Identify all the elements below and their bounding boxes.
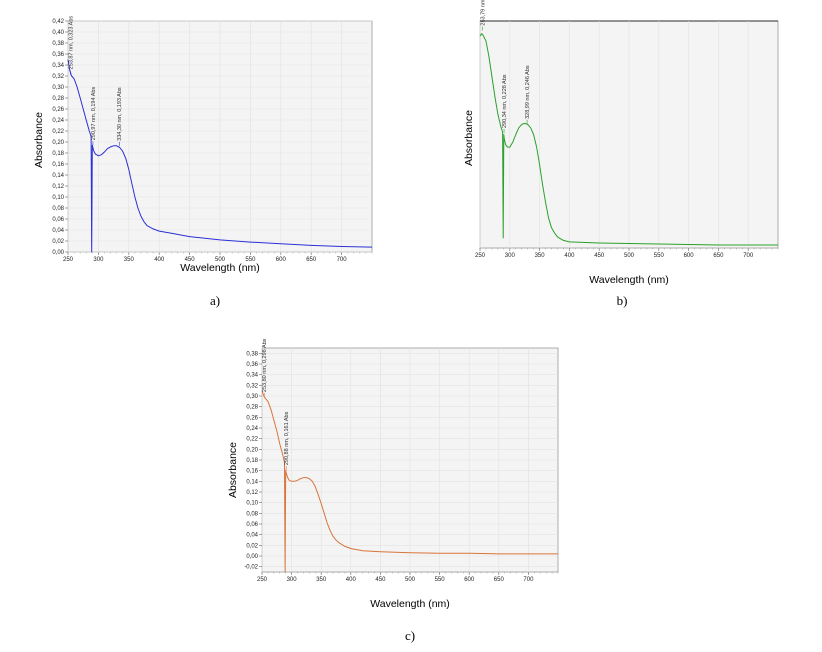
y-tick-label: 0,10 bbox=[52, 195, 64, 201]
y-axis-title: Absorbance bbox=[33, 112, 45, 168]
x-tick-label: 350 bbox=[316, 577, 327, 583]
panel-label: b) bbox=[617, 293, 628, 308]
y-tick-label: 0,28 bbox=[52, 96, 64, 102]
y-tick-label: 0,10 bbox=[246, 501, 258, 507]
y-tick-label: 0,38 bbox=[52, 41, 64, 47]
y-tick-label: 0,18 bbox=[246, 458, 258, 464]
x-tick-label: 400 bbox=[154, 257, 165, 263]
y-tick-label: 0,06 bbox=[52, 217, 64, 223]
y-axis-title: Absorbance bbox=[463, 110, 475, 166]
y-tick-label: 0,22 bbox=[246, 437, 258, 443]
chart-panel-2: 250 300 350 400 450 500 550 600 650 700 Wavelength… bbox=[463, 0, 779, 308]
y-tick-label: 0,36 bbox=[52, 52, 64, 58]
x-tick-label: 450 bbox=[594, 253, 605, 259]
x-tick-label: 400 bbox=[346, 577, 357, 583]
y-tick-label: 0,08 bbox=[52, 206, 64, 212]
y-tick-label: 0,26 bbox=[246, 415, 258, 421]
x-tick-label: 250 bbox=[257, 577, 268, 583]
x-tick-label: 250 bbox=[63, 257, 74, 263]
y-tick-label: 0,38 bbox=[246, 351, 258, 357]
y-tick-label: 0,04 bbox=[246, 533, 258, 539]
x-tick-label: 700 bbox=[337, 257, 348, 263]
peak-annotation: 290,97 nm, 0,194 Abs bbox=[91, 87, 97, 141]
x-axis-title: Wavelength (nm) bbox=[589, 274, 669, 286]
y-tick-label: 0,14 bbox=[246, 479, 258, 485]
x-tick-label: 400 bbox=[564, 253, 575, 259]
panel-label: a) bbox=[210, 293, 220, 308]
y-tick-label: 0,34 bbox=[52, 63, 64, 69]
peak-annotation: 253,79 nm, 0,431 Abs bbox=[480, 0, 486, 26]
y-tick-label: 0,32 bbox=[52, 74, 64, 80]
x-tick-label: 550 bbox=[245, 257, 256, 263]
peak-annotation: 253,80 nm, 0,298 Abs bbox=[262, 338, 268, 392]
series-line bbox=[261, 390, 558, 573]
y-tick-label: 0,32 bbox=[246, 383, 258, 389]
series-line bbox=[479, 33, 778, 246]
y-tick-label: 0,22 bbox=[52, 129, 64, 135]
x-tick-label: 500 bbox=[405, 577, 416, 583]
y-tick-label: 0,16 bbox=[246, 469, 258, 475]
y-tick-label: -0,02 bbox=[244, 565, 258, 571]
y-tick-label: 0,28 bbox=[246, 405, 258, 411]
x-tick-label: 650 bbox=[306, 257, 317, 263]
peak-annotation: 253,87 nm, 0,323 Abs bbox=[68, 16, 74, 70]
y-tick-label: 0,02 bbox=[246, 543, 258, 549]
chart-panel-1: 250 300 350 400 450 500 550 600 650 700 0,00 0,02 0,… bbox=[33, 16, 373, 308]
x-tick-label: 550 bbox=[435, 577, 446, 583]
y-tick-label: 0,08 bbox=[246, 511, 258, 517]
panel-label: c) bbox=[405, 628, 415, 643]
y-tick-label: 0,18 bbox=[52, 151, 64, 157]
x-tick-label: 300 bbox=[505, 253, 516, 259]
x-tick-label: 600 bbox=[464, 577, 475, 583]
y-tick-label: 0,42 bbox=[52, 19, 64, 25]
x-tick-label: 300 bbox=[93, 257, 104, 263]
x-tick-label: 700 bbox=[743, 253, 754, 259]
y-axis-title: Absorbance bbox=[227, 442, 239, 498]
y-tick-label: 0,12 bbox=[246, 490, 258, 496]
x-axis-title: Wavelength (nm) bbox=[180, 262, 260, 274]
y-tick-label: 0,30 bbox=[52, 85, 64, 91]
x-tick-label: 450 bbox=[185, 257, 196, 263]
x-tick-label: 650 bbox=[494, 577, 505, 583]
y-tick-label: 0,30 bbox=[246, 394, 258, 400]
x-tick-label: 350 bbox=[124, 257, 135, 263]
y-tick-label: 0,02 bbox=[52, 239, 64, 245]
x-tick-label: 450 bbox=[375, 577, 386, 583]
y-tick-label: 0,06 bbox=[246, 522, 258, 528]
y-tick-label: 0,36 bbox=[246, 362, 258, 368]
y-tick-label: 0,24 bbox=[246, 426, 258, 432]
y-tick-label: 0,14 bbox=[52, 173, 64, 179]
peak-annotation: 290,88 nm, 0,161 Abs bbox=[284, 411, 290, 465]
y-tick-label: 0,04 bbox=[52, 228, 64, 234]
peak-annotation: 334,30 nm, 0,193 Abs bbox=[117, 87, 123, 141]
peak-annotation: 328,99 nm, 0,246 Abs bbox=[525, 65, 531, 119]
x-tick-label: 500 bbox=[215, 257, 226, 263]
x-tick-label: 300 bbox=[287, 577, 298, 583]
y-tick-label: 0,26 bbox=[52, 107, 64, 113]
x-tick-label: 350 bbox=[535, 253, 546, 259]
x-tick-label: 600 bbox=[684, 253, 695, 259]
x-tick-label: 550 bbox=[654, 253, 665, 259]
y-tick-label: 0,16 bbox=[52, 162, 64, 168]
x-tick-label: 600 bbox=[276, 257, 287, 263]
x-tick-label: 650 bbox=[713, 253, 724, 259]
x-axis-title: Wavelength (nm) bbox=[370, 598, 450, 610]
x-tick-label: 500 bbox=[624, 253, 635, 259]
y-tick-label: 0,20 bbox=[246, 447, 258, 453]
peak-annotation: 290,34 nm, 0,228 Abs bbox=[502, 74, 508, 128]
x-tick-label: 700 bbox=[523, 577, 534, 583]
y-tick-label: 0,20 bbox=[52, 140, 64, 146]
y-tick-label: 0,12 bbox=[52, 184, 64, 190]
chart-panel-3: 250 300 350 400 450 500 550 600 650 700 -0,02 0,00 0… bbox=[227, 338, 559, 643]
x-tick-label: 250 bbox=[475, 253, 486, 259]
y-tick-label: 0,40 bbox=[52, 30, 64, 36]
y-tick-label: 0,34 bbox=[246, 373, 258, 379]
y-tick-label: 0,00 bbox=[52, 250, 64, 256]
y-tick-label: 0,00 bbox=[246, 554, 258, 560]
series-line bbox=[67, 59, 373, 253]
y-tick-label: 0,24 bbox=[52, 118, 64, 124]
